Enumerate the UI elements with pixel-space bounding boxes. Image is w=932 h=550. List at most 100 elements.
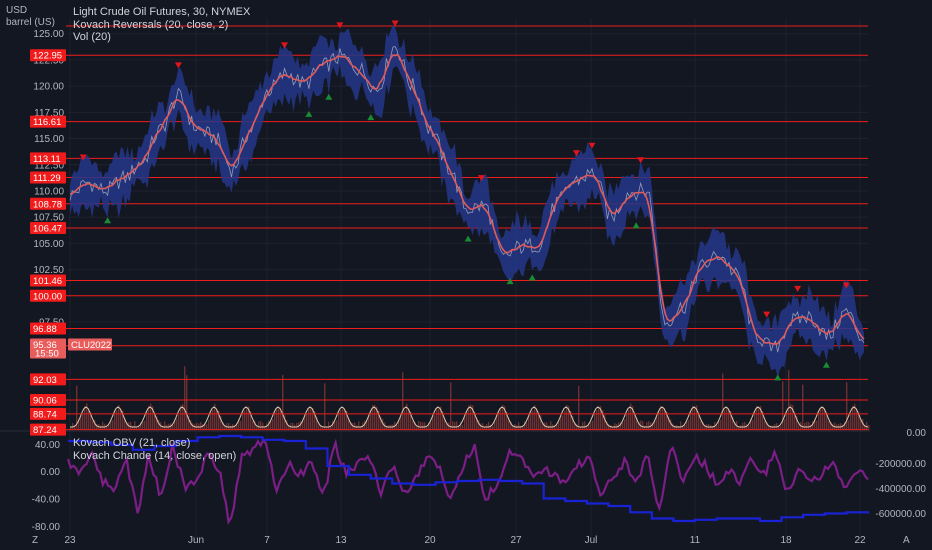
volume-bar: [100, 425, 102, 430]
level-tag: [30, 49, 66, 62]
volume-bar: [356, 425, 358, 430]
volume-bar: [548, 425, 550, 430]
volume-bar: [546, 422, 548, 430]
sell-marker: [637, 157, 645, 164]
volume-bar: [476, 417, 478, 430]
volume-bar: [528, 416, 530, 430]
volume-bar: [236, 423, 238, 430]
volume-bar: [140, 422, 142, 430]
volume-bar: [426, 426, 428, 430]
volume-bar: [396, 425, 398, 430]
indicator-label-reversals[interactable]: Kovach Reversals (20, close, 2): [73, 19, 228, 31]
volume-bar: [224, 426, 226, 430]
volume-bar: [76, 385, 78, 430]
volume-bar: [86, 403, 88, 430]
volume-bar: [380, 416, 382, 430]
buy-marker: [822, 361, 830, 368]
buy-marker: [367, 114, 375, 121]
volume-bar: [306, 414, 308, 430]
volume-bar: [256, 426, 258, 430]
volume-bar: [460, 421, 462, 430]
volume-bar: [526, 422, 528, 430]
symbol-tag[interactable]: [68, 338, 112, 351]
volume-bar: [336, 420, 338, 430]
volume-bar: [730, 410, 732, 430]
volume-bar: [854, 403, 856, 430]
volume-bar: [540, 415, 542, 430]
volume-bar: [434, 415, 436, 430]
volume-bar: [592, 420, 594, 430]
volume-bar: [578, 385, 580, 430]
volume-bar: [846, 382, 848, 430]
volume-bar: [264, 426, 266, 430]
volume-bar: [204, 423, 206, 430]
sell-marker: [174, 62, 182, 69]
zoom-button[interactable]: Z: [32, 535, 38, 546]
volume-bar: [422, 422, 424, 430]
volume-bar: [182, 403, 184, 430]
auto-scale-button[interactable]: A: [903, 535, 910, 546]
volume-bar: [724, 409, 726, 430]
reversal-markers: [79, 20, 850, 381]
volume-bar: [456, 421, 458, 430]
volume-bar: [430, 422, 432, 430]
level-tag: [30, 197, 66, 210]
volume-bar: [560, 416, 562, 430]
volume-bar: [778, 425, 780, 430]
volume-bar: [382, 419, 384, 430]
volume-bar: [688, 419, 690, 430]
indicator-axis[interactable]: 40.00 0.00 -40.00 -80.00: [32, 440, 61, 533]
volume-bar: [252, 420, 254, 430]
indicator-label-chande[interactable]: Kovach Chande (14, close, open): [73, 450, 236, 462]
volume-bar: [444, 418, 446, 430]
volume-bar: [158, 419, 160, 430]
volume-bar: [772, 425, 774, 430]
volume-bar: [812, 421, 814, 430]
volume-bar: [790, 404, 792, 430]
volume-bar: [244, 410, 246, 430]
sell-marker: [79, 154, 87, 161]
volume-bar: [566, 404, 568, 430]
band-area: [70, 25, 864, 378]
volume-bar: [80, 416, 82, 430]
volume-bar: [472, 405, 474, 430]
level-tag: [30, 274, 66, 287]
volume-bar: [440, 406, 442, 430]
volume-bar: [74, 425, 76, 430]
buy-marker: [632, 222, 640, 229]
volume-bar: [366, 419, 368, 430]
indicator-label-obv[interactable]: Kovach OBV (21, close): [73, 437, 190, 449]
volume-bar: [90, 413, 92, 430]
main-legend: Light Crude Oil Futures, 30, NYMEX Kovac…: [73, 6, 251, 43]
volume-bar: [240, 420, 242, 430]
volume-bar: [112, 420, 114, 430]
obv-axis[interactable]: 0.00 -200000.00 -400000.00 -600000.00: [875, 428, 926, 520]
volume-bar: [642, 421, 644, 430]
volume-bar: [610, 425, 612, 430]
indicator-label-volume[interactable]: Vol (20): [73, 31, 111, 43]
volume-bar: [564, 410, 566, 430]
volume-bar: [410, 412, 412, 430]
volume-bar: [762, 411, 764, 430]
sell-marker: [336, 22, 344, 29]
level-tag-label: 96.88: [33, 324, 57, 335]
volume-bar: [88, 410, 90, 430]
volume-bar: [594, 413, 596, 430]
lower-legend: Kovach OBV (21, close) Kovach Chande (14…: [73, 437, 236, 462]
volume-bar: [138, 426, 140, 430]
volume-bar: [536, 409, 538, 430]
time-tick: 20: [424, 535, 436, 546]
time-axis[interactable]: 23 Jun 7 13 20 27 Jul 11 18 22: [64, 535, 866, 546]
time-tick: 11: [690, 535, 701, 546]
volume-bar: [824, 409, 826, 430]
volume-bar: [238, 418, 240, 430]
volume-bar: [300, 421, 302, 430]
volume-bar: [314, 411, 316, 430]
volume-bar: [152, 406, 154, 430]
volume-bar: [268, 420, 270, 430]
volume-bar: [164, 421, 166, 430]
volume-bar: [278, 407, 280, 430]
volume-bar: [524, 421, 526, 430]
volume-bar: [792, 405, 794, 430]
